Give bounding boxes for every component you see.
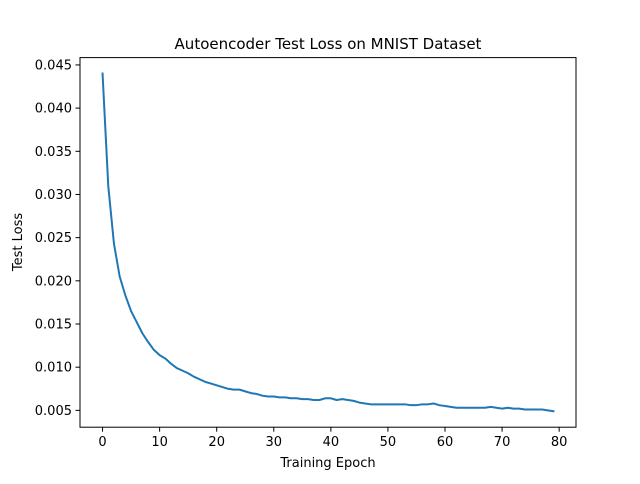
- x-tick-label: 30: [266, 435, 283, 450]
- y-tick-label: 0.045: [35, 58, 72, 73]
- x-tick-label: 50: [380, 435, 397, 450]
- plot-area-frame: [79, 57, 577, 428]
- x-tick-label: 10: [151, 435, 168, 450]
- y-tick-label: 0.035: [35, 145, 72, 160]
- x-tick-label: 40: [323, 435, 340, 450]
- y-tick-label: 0.030: [35, 188, 72, 203]
- x-tick-label: 0: [98, 435, 106, 450]
- ticks-layer: 0 10 20 30 40 50 60 70 80 0.005 0.010 0.015 0.020 0.0…: [35, 58, 568, 450]
- y-axis-label: Test Loss: [11, 213, 26, 272]
- y-tick-label: 0.005: [35, 404, 72, 419]
- x-tick-label: 80: [551, 435, 568, 450]
- y-tick-label: 0.025: [35, 231, 72, 246]
- y-tick-label: 0.040: [35, 102, 72, 117]
- y-tick-label: 0.020: [35, 274, 72, 289]
- x-tick-label: 70: [494, 435, 511, 450]
- chart-title: Autoencoder Test Loss on MNIST Dataset: [175, 35, 482, 53]
- y-tick-label: 0.015: [35, 318, 72, 333]
- x-tick-label: 20: [208, 435, 225, 450]
- y-tick-label: 0.010: [35, 361, 72, 376]
- series-layer: [101, 72, 555, 413]
- x-axis-label: Training Epoch: [279, 456, 375, 471]
- series-line-0: [101, 72, 555, 413]
- x-tick-label: 60: [437, 435, 454, 450]
